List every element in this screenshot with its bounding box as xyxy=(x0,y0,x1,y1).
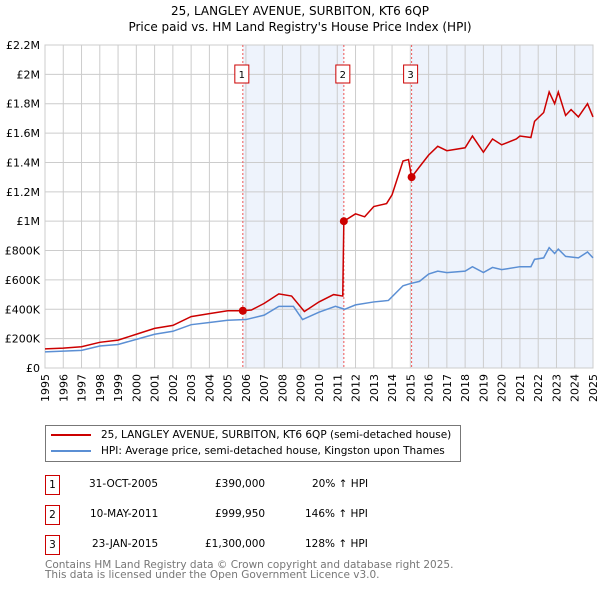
y-tick-label: £1.8M xyxy=(6,98,40,111)
x-tick-label: 2003 xyxy=(185,374,198,402)
sale-marker-box xyxy=(403,64,419,84)
x-tick-label: 2008 xyxy=(276,374,289,402)
sale-point xyxy=(238,306,247,315)
x-tick-label: 2015 xyxy=(404,374,417,402)
sale-marker-box xyxy=(335,64,351,84)
y-tick-label: £400K xyxy=(5,303,41,316)
legend: 25, LANGLEY AVENUE, SURBITON, KT6 6QP (s… xyxy=(45,425,461,462)
shaded-region xyxy=(242,45,344,368)
hpi-line xyxy=(44,246,594,353)
x-tick-label: 1998 xyxy=(94,374,107,402)
x-tick-label: 2023 xyxy=(550,374,563,402)
sale-price: £999,950 xyxy=(215,508,266,520)
footer-line-2: This data is licensed under the Open Gov… xyxy=(45,569,380,581)
chart-title: 25, LANGLEY AVENUE, SURBITON, KT6 6QP xyxy=(171,4,429,18)
sale-price: £1,300,000 xyxy=(205,538,266,550)
y-tick-label: £1.6M xyxy=(6,127,40,140)
sale-row: 3 23-JAN-2015 £1,300,000 128% ↑ HPI xyxy=(45,535,465,555)
x-tick-label: 2010 xyxy=(313,374,326,402)
x-tick-label: 2014 xyxy=(386,374,399,402)
property-price-line xyxy=(44,89,594,350)
x-tick-label: 2016 xyxy=(423,374,436,402)
x-tick-label: 2007 xyxy=(258,374,271,402)
x-tick-label: 2000 xyxy=(130,374,143,402)
legend-swatch-property xyxy=(51,434,91,436)
sale-marker-badge: 3 xyxy=(45,535,60,555)
y-tick-label: £800K xyxy=(5,245,41,258)
x-tick-label: 2020 xyxy=(496,374,509,402)
x-tick-label: 2001 xyxy=(149,374,162,402)
sale-point xyxy=(339,217,348,226)
sale-marker-label: 3 xyxy=(407,70,413,81)
sale-date: 31-OCT-2005 xyxy=(89,478,158,490)
x-tick-label: 1997 xyxy=(76,374,89,402)
sale-price: £390,000 xyxy=(215,478,266,490)
x-tick-label: 2021 xyxy=(514,374,527,402)
x-tick-label: 2004 xyxy=(203,374,216,402)
sale-date: 10-MAY-2011 xyxy=(90,508,159,520)
x-tick-label: 2011 xyxy=(331,374,344,402)
chart-svg: 1995 1996 1997 1998 1999 2000 2001 2002 2003 2004… xyxy=(5,39,600,402)
x-tick-label: 2009 xyxy=(295,374,308,402)
y-tick-label: £2.2M xyxy=(6,39,40,52)
y-tick-label: £1.2M xyxy=(6,186,40,199)
sale-marker-label: 1 xyxy=(239,70,245,81)
x-tick-label: 2012 xyxy=(350,374,363,402)
sale-row: 2 10-MAY-2011 £999,950 146% ↑ HPI xyxy=(45,505,465,525)
sale-hpi: 128% ↑ HPI xyxy=(305,538,368,550)
footer-line-1: Contains HM Land Registry data © Crown c… xyxy=(45,559,454,571)
x-tick-label: 2013 xyxy=(368,374,381,402)
x-tick-label: 1996 xyxy=(57,374,70,402)
sale-date: 23-JAN-2015 xyxy=(92,538,159,550)
x-tick-label: 2024 xyxy=(569,374,582,402)
footer: Contains HM Land Registry data © Crown c… xyxy=(45,559,454,581)
sale-marker-badge: 2 xyxy=(45,505,60,525)
x-tick-label: 2017 xyxy=(441,374,454,402)
sale-marker-badge: 1 xyxy=(45,475,60,495)
legend-label-property: 25, LANGLEY AVENUE, SURBITON, KT6 6QP (s… xyxy=(101,429,452,441)
sale-hpi: 146% ↑ HPI xyxy=(305,508,368,520)
shaded-region xyxy=(411,45,593,368)
y-tick-label: £1.4M xyxy=(6,156,40,169)
sale-point xyxy=(407,173,416,182)
legend-swatch-hpi xyxy=(51,450,91,452)
y-tick-label: £600K xyxy=(5,274,41,287)
x-tick-label: 1999 xyxy=(112,374,125,402)
sale-hpi: 20% ↑ HPI xyxy=(312,478,369,490)
x-tick-label: 2018 xyxy=(459,374,472,402)
legend-label-hpi: HPI: Average price, semi-detached house,… xyxy=(101,445,445,457)
sale-row: 1 31-OCT-2005 £390,000 20% ↑ HPI xyxy=(45,475,465,495)
plot-frame xyxy=(44,44,594,369)
sale-marker-box xyxy=(234,64,250,84)
x-tick-label: 2006 xyxy=(240,374,253,402)
x-tick-label: 2002 xyxy=(167,374,180,402)
x-tick-label: 2019 xyxy=(477,374,490,402)
x-tick-label: 2025 xyxy=(587,374,600,402)
y-tick-label: £1M xyxy=(17,215,41,228)
x-tick-label: 2005 xyxy=(222,374,235,402)
y-tick-label: £2M xyxy=(17,68,41,81)
y-tick-label: £200K xyxy=(5,333,41,346)
x-tick-label: 2022 xyxy=(532,374,545,402)
chart-subtitle: Price paid vs. HM Land Registry's House … xyxy=(128,20,472,34)
x-tick-label: 1995 xyxy=(39,374,52,402)
y-tick-label: £0 xyxy=(26,362,40,375)
sale-marker-label: 2 xyxy=(340,70,346,81)
